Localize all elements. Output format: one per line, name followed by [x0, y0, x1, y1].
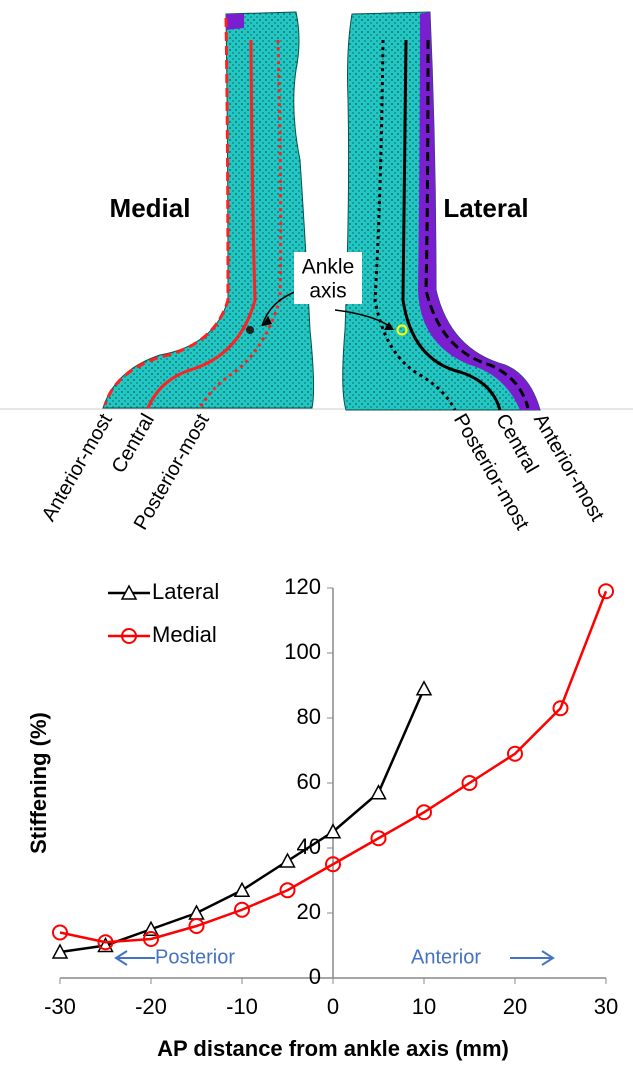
legend-label: Lateral	[152, 579, 219, 604]
legend-marker	[120, 584, 138, 600]
arrow-head	[262, 316, 272, 326]
ankle-axis-label: Ankle	[302, 256, 355, 279]
lateral-ankle-point	[396, 324, 408, 336]
x-tick-label: -20	[135, 994, 167, 1019]
line-label: Anterior-most	[38, 410, 117, 525]
data-point	[552, 700, 569, 717]
line-label: Central	[108, 410, 159, 477]
lateral-label: Lateral	[443, 193, 528, 223]
y-tick-label: 80	[297, 704, 321, 729]
y-axis-title: Stiffening (%)	[26, 712, 51, 854]
legend-label: Medial	[152, 622, 217, 647]
y-tick-label: 0	[309, 964, 321, 989]
y-tick-label: 20	[297, 899, 321, 924]
data-point	[52, 924, 68, 941]
data-point	[415, 680, 433, 696]
line-label: Anterior-most	[529, 410, 608, 525]
x-tick-label: 30	[594, 994, 618, 1019]
lateral-anterior-line	[424, 39, 530, 409]
chart: Stiffening (%) AP distance from ankle ax…	[26, 574, 618, 1061]
lateral-posterior-line	[373, 39, 457, 411]
annotation-arrow	[114, 950, 155, 966]
data-point	[598, 583, 614, 600]
data-point	[370, 784, 387, 800]
x-tick-label: -30	[44, 994, 76, 1019]
data-point	[143, 931, 159, 947]
data-point	[279, 882, 296, 899]
medial-central-line	[146, 39, 257, 409]
data-point	[370, 830, 387, 847]
y-tick-label: 100	[284, 639, 321, 664]
series-line	[59, 688, 426, 954]
medial-posterior-line	[198, 39, 283, 409]
legend-marker	[121, 628, 137, 644]
ankle-axis-label: axis	[309, 280, 346, 303]
data-point	[188, 904, 205, 920]
lateral-central-line	[401, 39, 502, 411]
data-point	[51, 943, 69, 959]
y-tick-label: 120	[284, 574, 321, 599]
medial-region	[226, 14, 244, 30]
label-background	[294, 252, 362, 304]
data-point	[188, 918, 205, 934]
arrow-head	[384, 322, 394, 330]
series-line	[59, 590, 608, 944]
annotation-arrow	[510, 950, 555, 966]
data-point	[461, 775, 478, 791]
medial-label: Medial	[110, 193, 191, 223]
data-point	[507, 745, 523, 762]
data-point	[325, 856, 341, 873]
x-tick-label: 10	[412, 994, 436, 1019]
data-point	[416, 804, 432, 821]
medial-ankle-point	[246, 326, 254, 334]
annotation: Posterior	[155, 946, 235, 968]
data-point	[233, 881, 251, 897]
lateral-region	[418, 12, 540, 410]
data-point	[234, 901, 250, 918]
data-point	[279, 852, 296, 868]
x-axis-title: AP distance from ankle axis (mm)	[157, 1036, 509, 1061]
data-point	[324, 823, 342, 839]
annotation: Anterior	[411, 946, 481, 968]
x-tick-label: 20	[503, 994, 527, 1019]
x-tick-label: 0	[327, 994, 339, 1019]
y-tick-label: 60	[297, 769, 321, 794]
diagram: Ankle axis Medial Lateral Anterior-most …	[0, 11, 633, 534]
x-tick-label: -10	[226, 994, 258, 1019]
data-point	[97, 934, 114, 951]
